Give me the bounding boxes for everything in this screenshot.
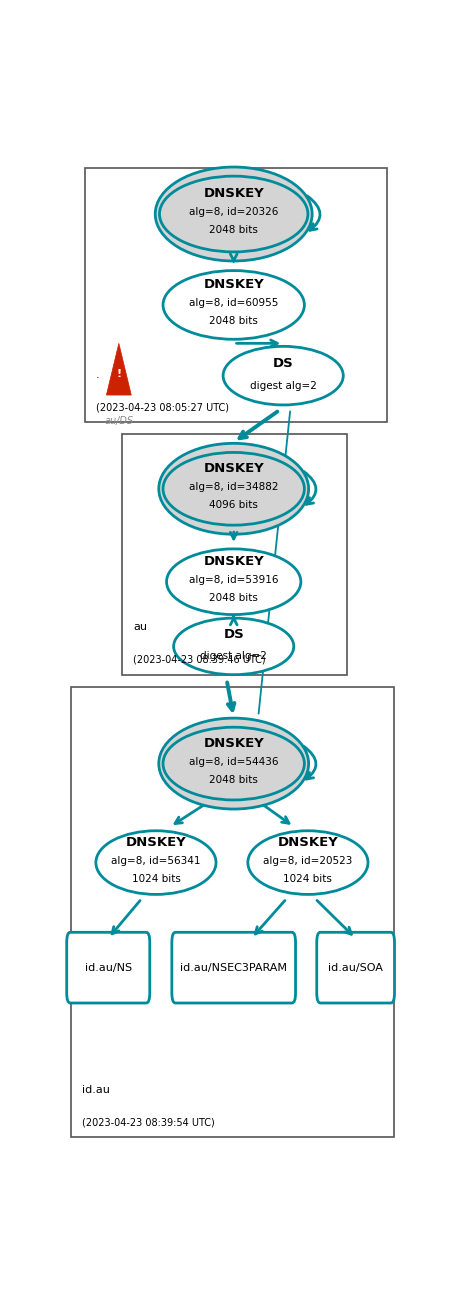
Bar — [71, 686, 394, 1138]
Text: DNSKEY: DNSKEY — [203, 737, 263, 750]
Text: 1024 bits: 1024 bits — [283, 874, 332, 884]
Ellipse shape — [163, 453, 304, 525]
Ellipse shape — [173, 618, 293, 674]
Text: 1024 bits: 1024 bits — [131, 874, 180, 884]
Text: !: ! — [116, 369, 121, 379]
Bar — [85, 168, 387, 422]
Text: DNSKEY: DNSKEY — [203, 462, 263, 475]
Polygon shape — [106, 344, 131, 395]
Ellipse shape — [247, 830, 367, 895]
Text: alg=8, id=20523: alg=8, id=20523 — [263, 855, 352, 866]
Ellipse shape — [158, 718, 308, 810]
Text: au: au — [133, 622, 147, 632]
Text: 2048 bits: 2048 bits — [209, 316, 258, 327]
Text: DNSKEY: DNSKEY — [277, 836, 338, 849]
Text: 2048 bits: 2048 bits — [209, 775, 258, 785]
Text: alg=8, id=54436: alg=8, id=54436 — [188, 757, 278, 766]
Bar — [122, 434, 346, 674]
Text: id.au/SOA: id.au/SOA — [328, 963, 382, 972]
Text: alg=8, id=56341: alg=8, id=56341 — [111, 855, 200, 866]
Text: alg=8, id=20326: alg=8, id=20326 — [189, 207, 278, 216]
Ellipse shape — [158, 443, 308, 534]
Text: au/DS: au/DS — [104, 416, 133, 426]
Text: alg=8, id=34882: alg=8, id=34882 — [188, 482, 278, 492]
Text: (2023-04-23 08:39:54 UTC): (2023-04-23 08:39:54 UTC) — [81, 1118, 214, 1127]
Text: id.au/NS: id.au/NS — [85, 963, 131, 972]
Text: DNSKEY: DNSKEY — [203, 278, 263, 291]
Ellipse shape — [163, 727, 304, 800]
Text: DNSKEY: DNSKEY — [203, 555, 263, 568]
Text: DNSKEY: DNSKEY — [203, 188, 263, 201]
Text: DNSKEY: DNSKEY — [125, 836, 186, 849]
Text: (2023-04-23 08:05:27 UTC): (2023-04-23 08:05:27 UTC) — [96, 401, 228, 412]
Text: 4096 bits: 4096 bits — [209, 500, 258, 510]
Text: 2048 bits: 2048 bits — [209, 593, 258, 604]
Ellipse shape — [222, 346, 343, 405]
Text: digest alg=2: digest alg=2 — [249, 380, 316, 391]
FancyBboxPatch shape — [66, 933, 149, 1002]
Ellipse shape — [159, 176, 307, 252]
Text: DS: DS — [223, 627, 243, 640]
Text: .: . — [96, 370, 99, 379]
Text: alg=8, id=53916: alg=8, id=53916 — [188, 575, 278, 585]
Text: id.au: id.au — [81, 1085, 109, 1096]
FancyBboxPatch shape — [316, 933, 394, 1002]
Text: id.au/NSEC3PARAM: id.au/NSEC3PARAM — [180, 963, 287, 972]
Ellipse shape — [163, 270, 304, 340]
Ellipse shape — [166, 548, 300, 614]
Text: alg=8, id=60955: alg=8, id=60955 — [189, 298, 278, 308]
Ellipse shape — [96, 830, 216, 895]
Text: 2048 bits: 2048 bits — [209, 226, 258, 235]
FancyBboxPatch shape — [172, 933, 295, 1002]
Text: digest alg=2: digest alg=2 — [200, 652, 267, 661]
Text: DS: DS — [272, 357, 293, 370]
Text: (2023-04-23 08:39:46 UTC): (2023-04-23 08:39:46 UTC) — [133, 655, 265, 665]
Ellipse shape — [155, 167, 312, 261]
